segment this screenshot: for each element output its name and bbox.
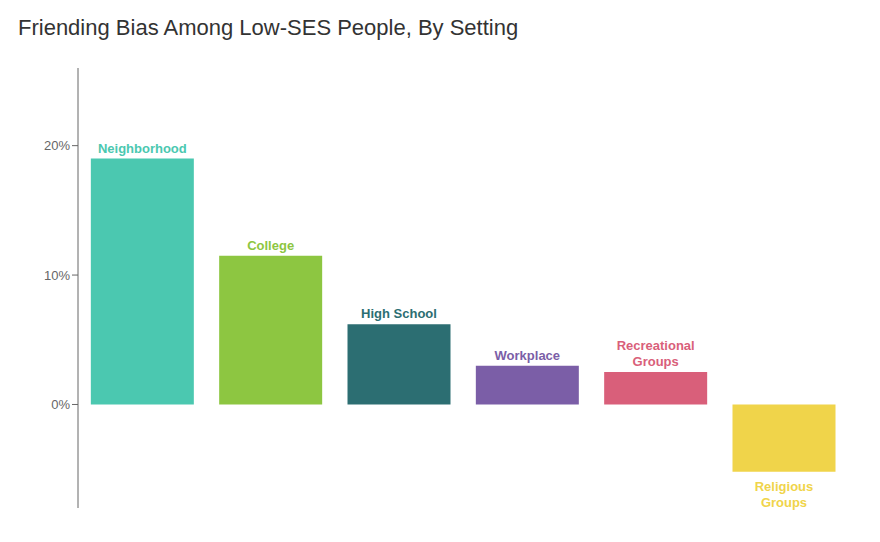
svg-text:10%: 10%: [44, 268, 70, 283]
svg-text:High School: High School: [361, 306, 437, 321]
svg-text:0%: 0%: [51, 397, 70, 412]
svg-text:ReligiousGroups: ReligiousGroups: [755, 479, 814, 510]
html-text:Friending Bias Among Low-SES P: Friending Bias Among Low-SES People, By …: [18, 15, 519, 40]
svg-text:Workplace: Workplace: [495, 348, 561, 363]
svg-text:20%: 20%: [44, 138, 70, 153]
svg-text:RecreationalGroups: RecreationalGroups: [617, 338, 695, 369]
svg-text:Neighborhood: Neighborhood: [98, 141, 187, 156]
svg-text:College: College: [247, 238, 294, 253]
